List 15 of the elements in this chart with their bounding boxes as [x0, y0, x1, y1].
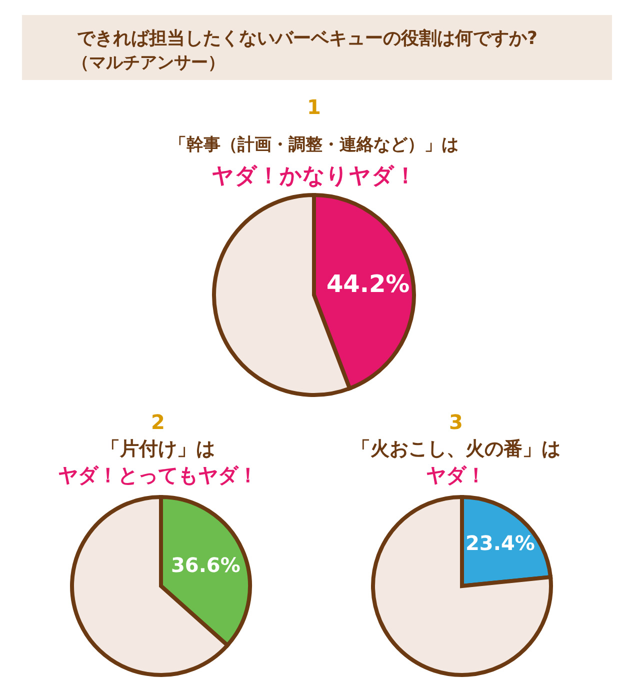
chart-subtitle: ヤダ！: [426, 463, 486, 487]
data-label: 23.4%: [466, 530, 535, 555]
text: できれば担当したくないバーベキューの役割は何ですか?: [77, 28, 538, 49]
text: 2: [151, 410, 165, 434]
chart-subtitle: ヤダ！かなりヤダ！: [212, 164, 416, 189]
data-label: 36.6%: [170, 552, 240, 577]
text: （マルチアンサー）: [72, 53, 225, 73]
data-label: 44.2%: [326, 270, 410, 298]
chart-title: 「幹事（計画・調整・連絡など）」は: [170, 135, 458, 155]
chart-title: 「片付け」は: [101, 438, 215, 460]
text: 1: [307, 95, 321, 119]
chart-subtitle: ヤダ！とってもヤダ！: [58, 463, 258, 487]
text: 3: [449, 410, 463, 434]
pie-slice: [371, 495, 553, 677]
chart-title: 「火おこし、火の番」は: [352, 438, 560, 460]
